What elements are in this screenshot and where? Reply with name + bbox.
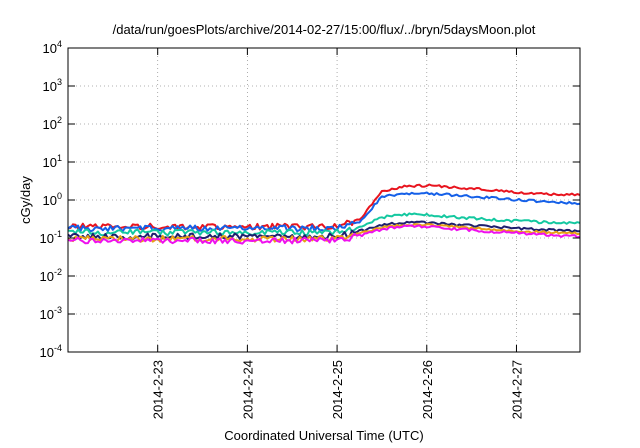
x-tick-label: 2014-2-23 xyxy=(151,360,166,419)
y-tick-label: 103 xyxy=(43,77,62,94)
series-layer xyxy=(67,183,581,245)
series-line xyxy=(67,212,581,237)
y-tick-label: 10-3 xyxy=(40,305,62,322)
y-tick-label: 100 xyxy=(43,191,62,208)
series-line xyxy=(67,224,581,245)
x-tick-label: 2014-2-25 xyxy=(330,360,345,419)
axes: 10-4 10-3 10-2 10-1 100 101 102 103 104 2014-2-23… xyxy=(40,39,580,419)
y-tick-label: 104 xyxy=(43,39,62,56)
y-tick-label: 10-4 xyxy=(40,343,62,360)
y-tick-label: 101 xyxy=(43,153,62,170)
chart-title: /data/run/goesPlots/archive/2014-02-27/1… xyxy=(113,22,536,37)
y-axis-label: cGy/day xyxy=(18,176,33,224)
y-tick-label: 10-1 xyxy=(40,229,62,246)
x-axis-label: Coordinated Universal Time (UTC) xyxy=(224,428,423,443)
series-line xyxy=(67,223,581,243)
y-tick-label: 10-2 xyxy=(40,267,62,284)
x-tick-label: 2014-2-27 xyxy=(509,360,524,419)
series-line xyxy=(67,183,581,231)
x-tick-label: 2014-2-24 xyxy=(240,360,255,419)
x-tick-label: 2014-2-26 xyxy=(420,360,435,419)
y-tick-label: 102 xyxy=(43,115,62,132)
